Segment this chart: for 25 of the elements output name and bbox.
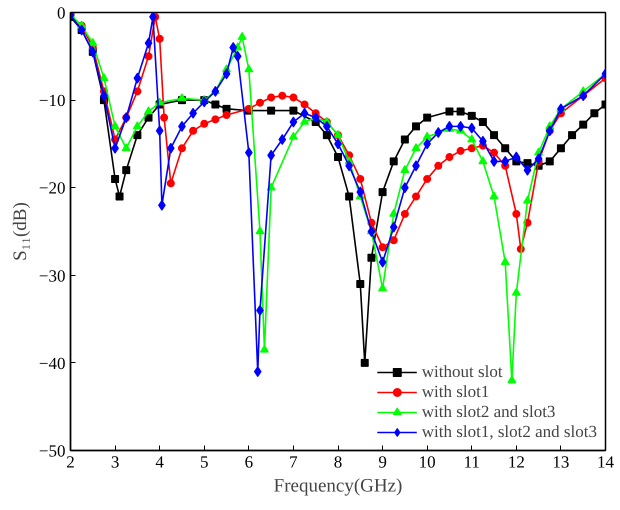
x-tick-label: 13 bbox=[552, 452, 570, 472]
x-tick-label: 7 bbox=[289, 452, 298, 472]
legend-label: with slot2 and slot3 bbox=[422, 402, 556, 422]
y-tick-label: −10 bbox=[38, 91, 66, 110]
x-tick-label: 14 bbox=[597, 452, 614, 472]
y-tick-label: −40 bbox=[38, 354, 66, 373]
x-tick-label: 6 bbox=[244, 452, 254, 472]
x-tick-label: 8 bbox=[334, 452, 342, 472]
y-tick-label: 0 bbox=[57, 4, 66, 22]
y-tick-label: −50 bbox=[38, 442, 66, 460]
x-tick-label: 3 bbox=[110, 452, 120, 472]
legend-label: with slot1 bbox=[422, 382, 490, 402]
x-tick-label: 5 bbox=[200, 452, 208, 472]
y-tick-label: −30 bbox=[38, 266, 66, 286]
x-tick-label: 2 bbox=[66, 452, 75, 472]
legend-label: with slot1, slot2 and slot3 bbox=[422, 422, 597, 442]
x-tick-label: 12 bbox=[508, 452, 525, 472]
legend-label: without slot bbox=[422, 362, 503, 382]
x-axis-title: Frequency(GHz) bbox=[274, 476, 402, 496]
x-tick-label: 11 bbox=[464, 452, 480, 472]
x-tick-label: 9 bbox=[378, 452, 387, 472]
x-tick-label: 4 bbox=[155, 452, 164, 472]
y-tick-label: −20 bbox=[38, 178, 66, 198]
x-tick-label: 10 bbox=[418, 452, 436, 472]
y-axis-title: S₁₁(dB) bbox=[10, 202, 31, 261]
